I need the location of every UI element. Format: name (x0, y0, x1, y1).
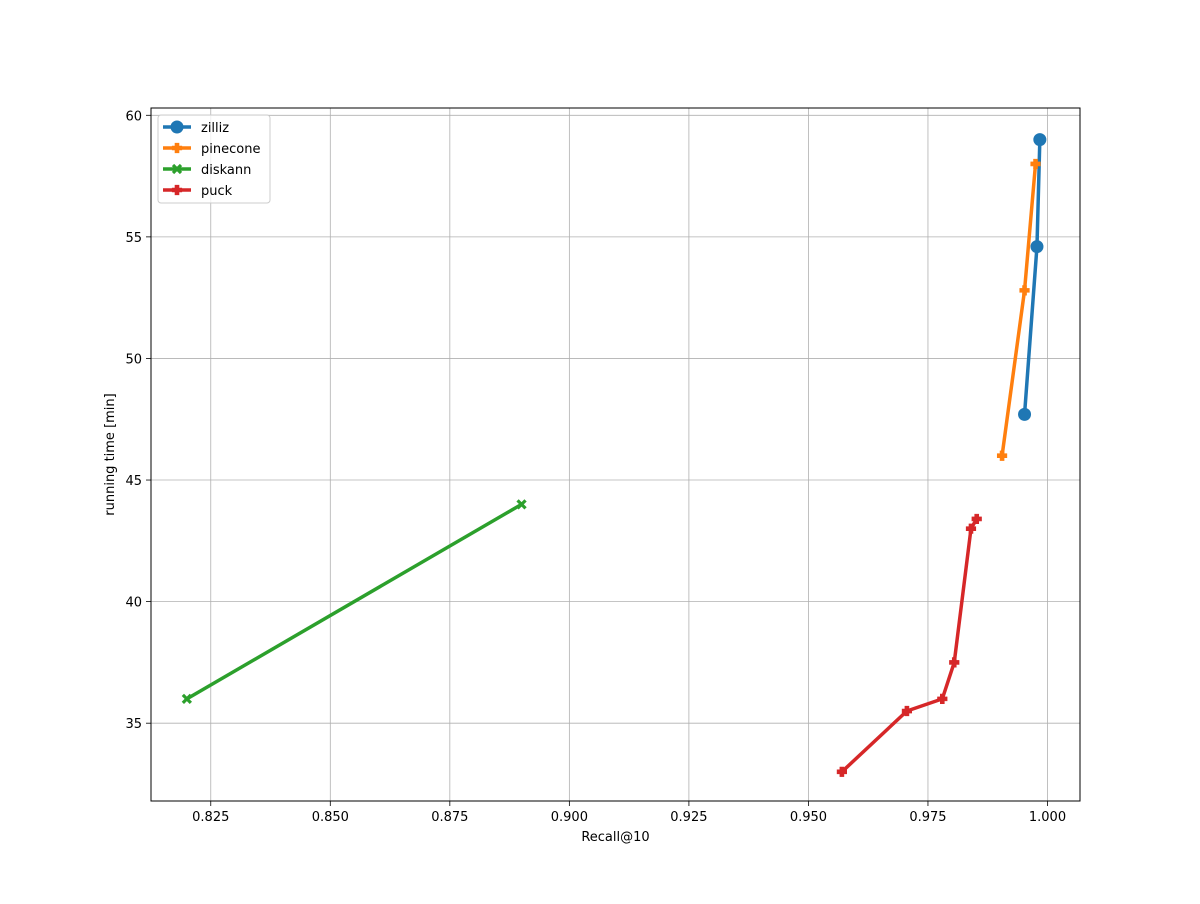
data-point (1030, 158, 1041, 170)
data-point (971, 513, 982, 525)
series-puck (836, 513, 982, 777)
x-tick-label: 0.900 (551, 810, 588, 825)
x-tick-label: 1.000 (1029, 810, 1066, 825)
legend-item-diskann: diskann (163, 163, 251, 178)
series-line (185, 502, 523, 701)
data-point-stroke (516, 499, 527, 510)
legend: zilliz pinecone diskann puck (157, 114, 271, 204)
data-point (836, 766, 847, 777)
legend-item-puck: puck (163, 184, 233, 199)
data-point-stroke (181, 693, 192, 705)
data-point (170, 120, 184, 134)
y-tick-label: 40 (125, 596, 142, 611)
x-tick-label: 0.925 (670, 810, 707, 825)
data-point (937, 693, 948, 704)
data-point (901, 705, 913, 717)
data-point (965, 523, 977, 534)
y-axis-label: running time [min] (103, 393, 118, 515)
x-tick-label: 0.875 (431, 810, 468, 825)
y-tick-label: 50 (125, 352, 142, 367)
legend-label: pinecone (201, 142, 260, 157)
y-tick-label: 60 (125, 109, 142, 124)
legend-label: puck (201, 184, 233, 199)
legend-item-pinecone: pinecone (163, 142, 260, 157)
data-point (171, 184, 183, 196)
data-point (1019, 285, 1030, 296)
data-point (1030, 240, 1044, 254)
x-tick-label: 0.850 (312, 810, 349, 825)
data-point (171, 163, 183, 175)
data-point (171, 142, 183, 154)
plot-area (151, 108, 1080, 801)
y-tick-label: 45 (125, 474, 142, 489)
x-tick-label: 0.950 (790, 810, 827, 825)
data-point (1018, 407, 1032, 421)
x-tick-label: 0.975 (909, 810, 946, 825)
series-zilliz (1018, 133, 1047, 421)
data-point (949, 657, 960, 668)
data-point-stroke (171, 163, 183, 175)
x-tick-label: 0.825 (192, 810, 229, 825)
legend-label: zilliz (201, 121, 229, 136)
series-pinecone (996, 158, 1041, 461)
data-point (181, 693, 192, 705)
data-point (516, 499, 527, 510)
legend-label: diskann (201, 163, 251, 178)
data-point (996, 450, 1008, 461)
y-tick-label: 55 (125, 231, 142, 246)
y-tick-label: 35 (125, 717, 142, 732)
legend-frame (157, 114, 271, 204)
data-point (1033, 133, 1047, 147)
legend-item-zilliz: zilliz (163, 120, 229, 136)
x-axis-label: Recall@10 (581, 830, 649, 845)
axes-frame (150, 107, 1081, 802)
series-diskann (181, 499, 527, 705)
